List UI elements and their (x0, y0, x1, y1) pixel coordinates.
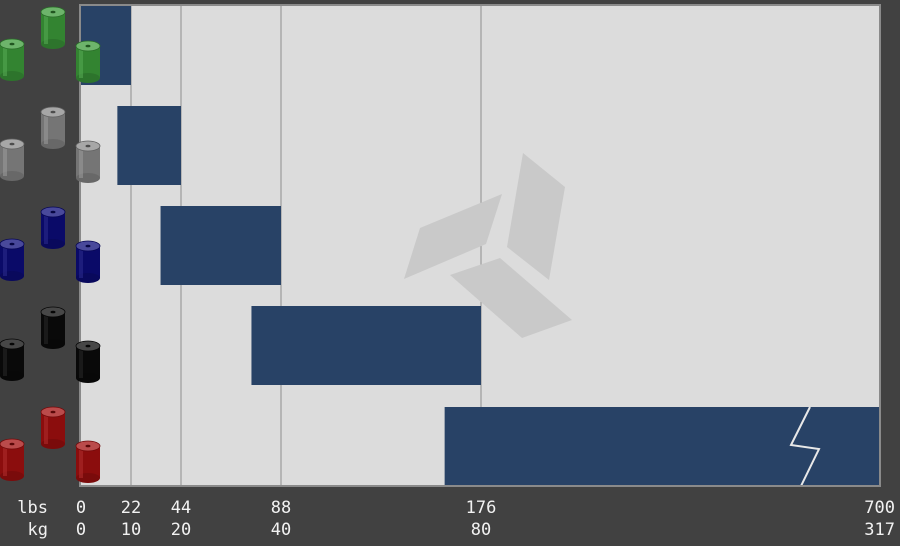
tick-label-lbs-44: 44 (171, 498, 191, 518)
tick-label-lbs-176: 176 (466, 498, 497, 518)
cylinder-icon-black-left (0, 338, 25, 381)
tick-label-lbs-22: 22 (121, 498, 141, 518)
cylinder-icon-black-right (75, 340, 101, 383)
row-icons (0, 6, 101, 483)
cylinder-icon-green-top (40, 6, 66, 49)
tick-label-kg-40: 40 (271, 520, 291, 540)
cylinder-icon-red-left (0, 438, 25, 481)
tick-label-kg-10: 10 (121, 520, 141, 540)
axis-label-lbs: lbs (17, 498, 48, 518)
tick-label-kg-20: 20 (171, 520, 191, 540)
axis-label-kg: kg (28, 520, 48, 540)
tick-label-kg-80: 80 (471, 520, 491, 540)
bar-red (444, 407, 879, 485)
tick-label-kg-317: 317 (864, 520, 895, 540)
bar-black (251, 306, 481, 385)
tick-label-lbs-88: 88 (271, 498, 291, 518)
cylinder-icon-blue-left (0, 238, 25, 281)
tick-label-lbs-700: 700 (864, 498, 895, 518)
cylinder-icon-grey-right (75, 140, 101, 183)
cylinder-icon-grey-left (0, 138, 25, 181)
watermark-logo (404, 153, 572, 338)
axis-break-marker (789, 406, 821, 485)
tick-label-kg-0: 0 (76, 520, 86, 540)
bars (81, 6, 879, 485)
cylinder-icon-red-right (75, 440, 101, 483)
cylinder-icon-blue-right (75, 240, 101, 283)
cylinder-icon-blue-top (40, 206, 66, 249)
cylinder-icon-green-right (75, 40, 101, 83)
cylinder-icon-red-top (40, 406, 66, 449)
bar-blue (160, 206, 281, 285)
cylinder-icon-green-left (0, 38, 25, 81)
cylinder-icon-black-top (40, 306, 66, 349)
bar-grey (117, 106, 181, 185)
tick-label-lbs-0: 0 (76, 498, 86, 518)
cylinder-icon-grey-top (40, 106, 66, 149)
